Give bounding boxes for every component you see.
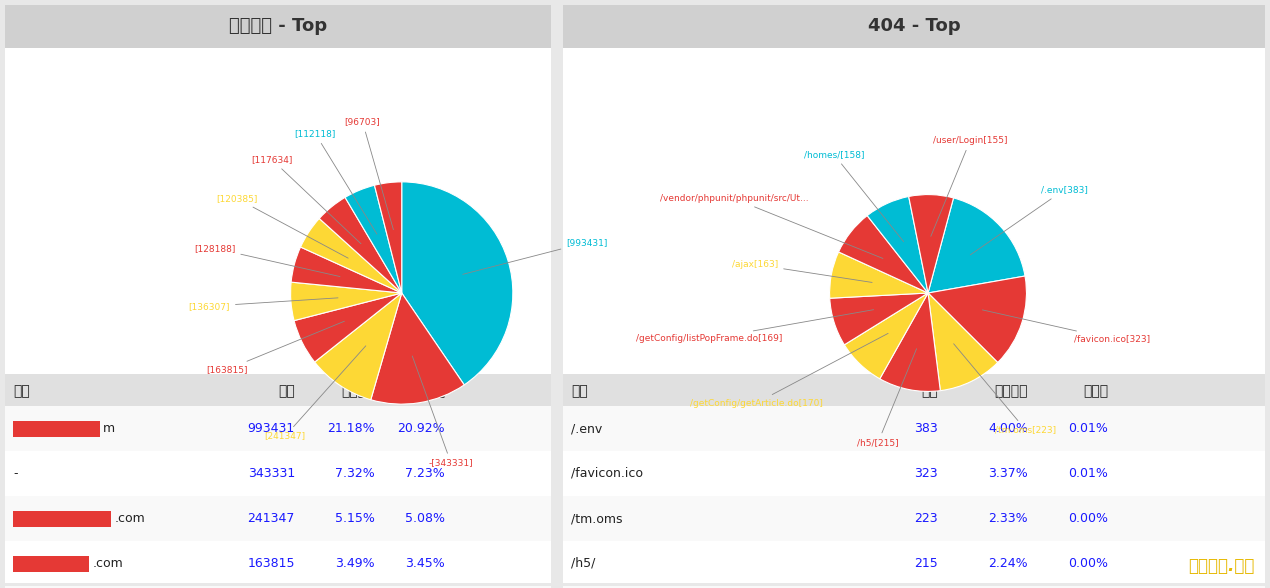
- Text: 3.49%: 3.49%: [335, 557, 375, 570]
- Bar: [551, 5, 563, 583]
- Wedge shape: [928, 293, 998, 390]
- Text: 323: 323: [914, 467, 939, 480]
- Bar: [563, 5, 1265, 48]
- Bar: [13, 420, 100, 436]
- Text: .com: .com: [114, 512, 145, 525]
- Text: 404 - Top: 404 - Top: [867, 17, 960, 35]
- Text: [163815]: [163815]: [206, 321, 344, 374]
- Wedge shape: [928, 198, 1025, 293]
- Text: 组内占比: 组内占比: [994, 384, 1027, 398]
- Text: 组内占比: 组内占比: [342, 384, 375, 398]
- Wedge shape: [319, 198, 401, 293]
- Text: 20.92%: 20.92%: [398, 422, 444, 435]
- Text: [128188]: [128188]: [194, 244, 340, 276]
- Wedge shape: [301, 219, 401, 293]
- Wedge shape: [345, 185, 401, 293]
- Bar: [563, 374, 1265, 406]
- Bar: [563, 5, 1265, 583]
- Text: /getConfig/getArticle.do[170]: /getConfig/getArticle.do[170]: [690, 333, 888, 407]
- Wedge shape: [845, 293, 928, 379]
- Wedge shape: [880, 293, 940, 392]
- Text: 0.00%: 0.00%: [1068, 557, 1107, 570]
- Text: 0.01%: 0.01%: [1068, 422, 1107, 435]
- Text: [120385]: [120385]: [216, 194, 348, 258]
- Bar: [563, 406, 1265, 451]
- Text: /getConfig/listPopFrame.do[169]: /getConfig/listPopFrame.do[169]: [636, 310, 874, 343]
- Text: /tm.oms: /tm.oms: [572, 512, 622, 525]
- Bar: [563, 586, 1265, 588]
- Wedge shape: [909, 195, 954, 293]
- Text: 名称: 名称: [13, 384, 29, 398]
- Text: -[343331]: -[343331]: [413, 356, 474, 467]
- Wedge shape: [829, 252, 928, 298]
- Text: 3.45%: 3.45%: [405, 557, 444, 570]
- Wedge shape: [928, 276, 1026, 363]
- Text: /h5/[215]: /h5/[215]: [857, 349, 917, 447]
- Wedge shape: [315, 293, 401, 400]
- Text: 993431: 993431: [248, 422, 295, 435]
- Text: 4.00%: 4.00%: [988, 422, 1027, 435]
- Text: /vendor/phpunit/phpunit/src/Ut...: /vendor/phpunit/phpunit/src/Ut...: [659, 194, 883, 259]
- Bar: [13, 510, 112, 526]
- Text: 2.24%: 2.24%: [988, 557, 1027, 570]
- Text: 总占比: 总占比: [420, 384, 444, 398]
- Bar: [5, 5, 551, 48]
- Text: [96703]: [96703]: [344, 118, 394, 230]
- Wedge shape: [291, 282, 401, 320]
- Text: 5.08%: 5.08%: [405, 512, 444, 525]
- Bar: [5, 374, 551, 406]
- Text: 总占比: 总占比: [1083, 384, 1107, 398]
- Text: 3.37%: 3.37%: [988, 467, 1027, 480]
- Text: 343331: 343331: [248, 467, 295, 480]
- Text: 223: 223: [914, 512, 939, 525]
- Bar: [5, 496, 551, 541]
- Text: -: -: [13, 467, 18, 480]
- Text: 7.32%: 7.32%: [335, 467, 375, 480]
- Bar: [13, 556, 89, 572]
- Text: /user/Login[155]: /user/Login[155]: [931, 136, 1007, 236]
- Text: 21.18%: 21.18%: [328, 422, 375, 435]
- Text: 马上收录.策航: 马上收录.策航: [1189, 557, 1255, 575]
- Text: 0.00%: 0.00%: [1068, 512, 1107, 525]
- Text: [993431]: [993431]: [462, 238, 608, 275]
- Wedge shape: [838, 216, 928, 293]
- Bar: [5, 5, 551, 583]
- Text: /homes/[158]: /homes/[158]: [804, 150, 904, 242]
- Text: 383: 383: [914, 422, 939, 435]
- Wedge shape: [291, 247, 401, 293]
- Wedge shape: [375, 182, 401, 293]
- Text: m: m: [103, 422, 116, 435]
- Text: /ajax[163]: /ajax[163]: [732, 260, 872, 282]
- Text: [136307]: [136307]: [188, 298, 338, 310]
- Wedge shape: [295, 293, 401, 362]
- Text: /.env[383]: /.env[383]: [970, 185, 1087, 255]
- Text: /favicon.ico: /favicon.ico: [572, 467, 643, 480]
- Text: 数量: 数量: [278, 384, 295, 398]
- Text: [117634]: [117634]: [251, 155, 361, 244]
- Text: /tm.oms[223]: /tm.oms[223]: [954, 344, 1057, 435]
- Wedge shape: [829, 293, 928, 345]
- Wedge shape: [371, 293, 465, 404]
- Text: /favicon.ico[323]: /favicon.ico[323]: [983, 310, 1149, 343]
- Text: 163815: 163815: [248, 557, 295, 570]
- Text: [112118]: [112118]: [295, 129, 377, 234]
- Text: [241347]: [241347]: [264, 346, 366, 440]
- Bar: [563, 496, 1265, 541]
- Text: 215: 215: [914, 557, 939, 570]
- Text: 数量: 数量: [921, 384, 939, 398]
- Wedge shape: [401, 182, 513, 385]
- Bar: [5, 586, 551, 588]
- Text: 7.23%: 7.23%: [405, 467, 444, 480]
- Wedge shape: [867, 196, 928, 293]
- Text: 5.15%: 5.15%: [335, 512, 375, 525]
- Text: .com: .com: [93, 557, 123, 570]
- Text: /.env: /.env: [572, 422, 602, 435]
- Text: 2.33%: 2.33%: [988, 512, 1027, 525]
- Bar: [5, 406, 551, 451]
- Text: 0.01%: 0.01%: [1068, 467, 1107, 480]
- Text: 名称: 名称: [572, 384, 588, 398]
- Text: 241347: 241347: [248, 512, 295, 525]
- Text: /h5/: /h5/: [572, 557, 596, 570]
- Text: 来源域名 - Top: 来源域名 - Top: [229, 17, 328, 35]
